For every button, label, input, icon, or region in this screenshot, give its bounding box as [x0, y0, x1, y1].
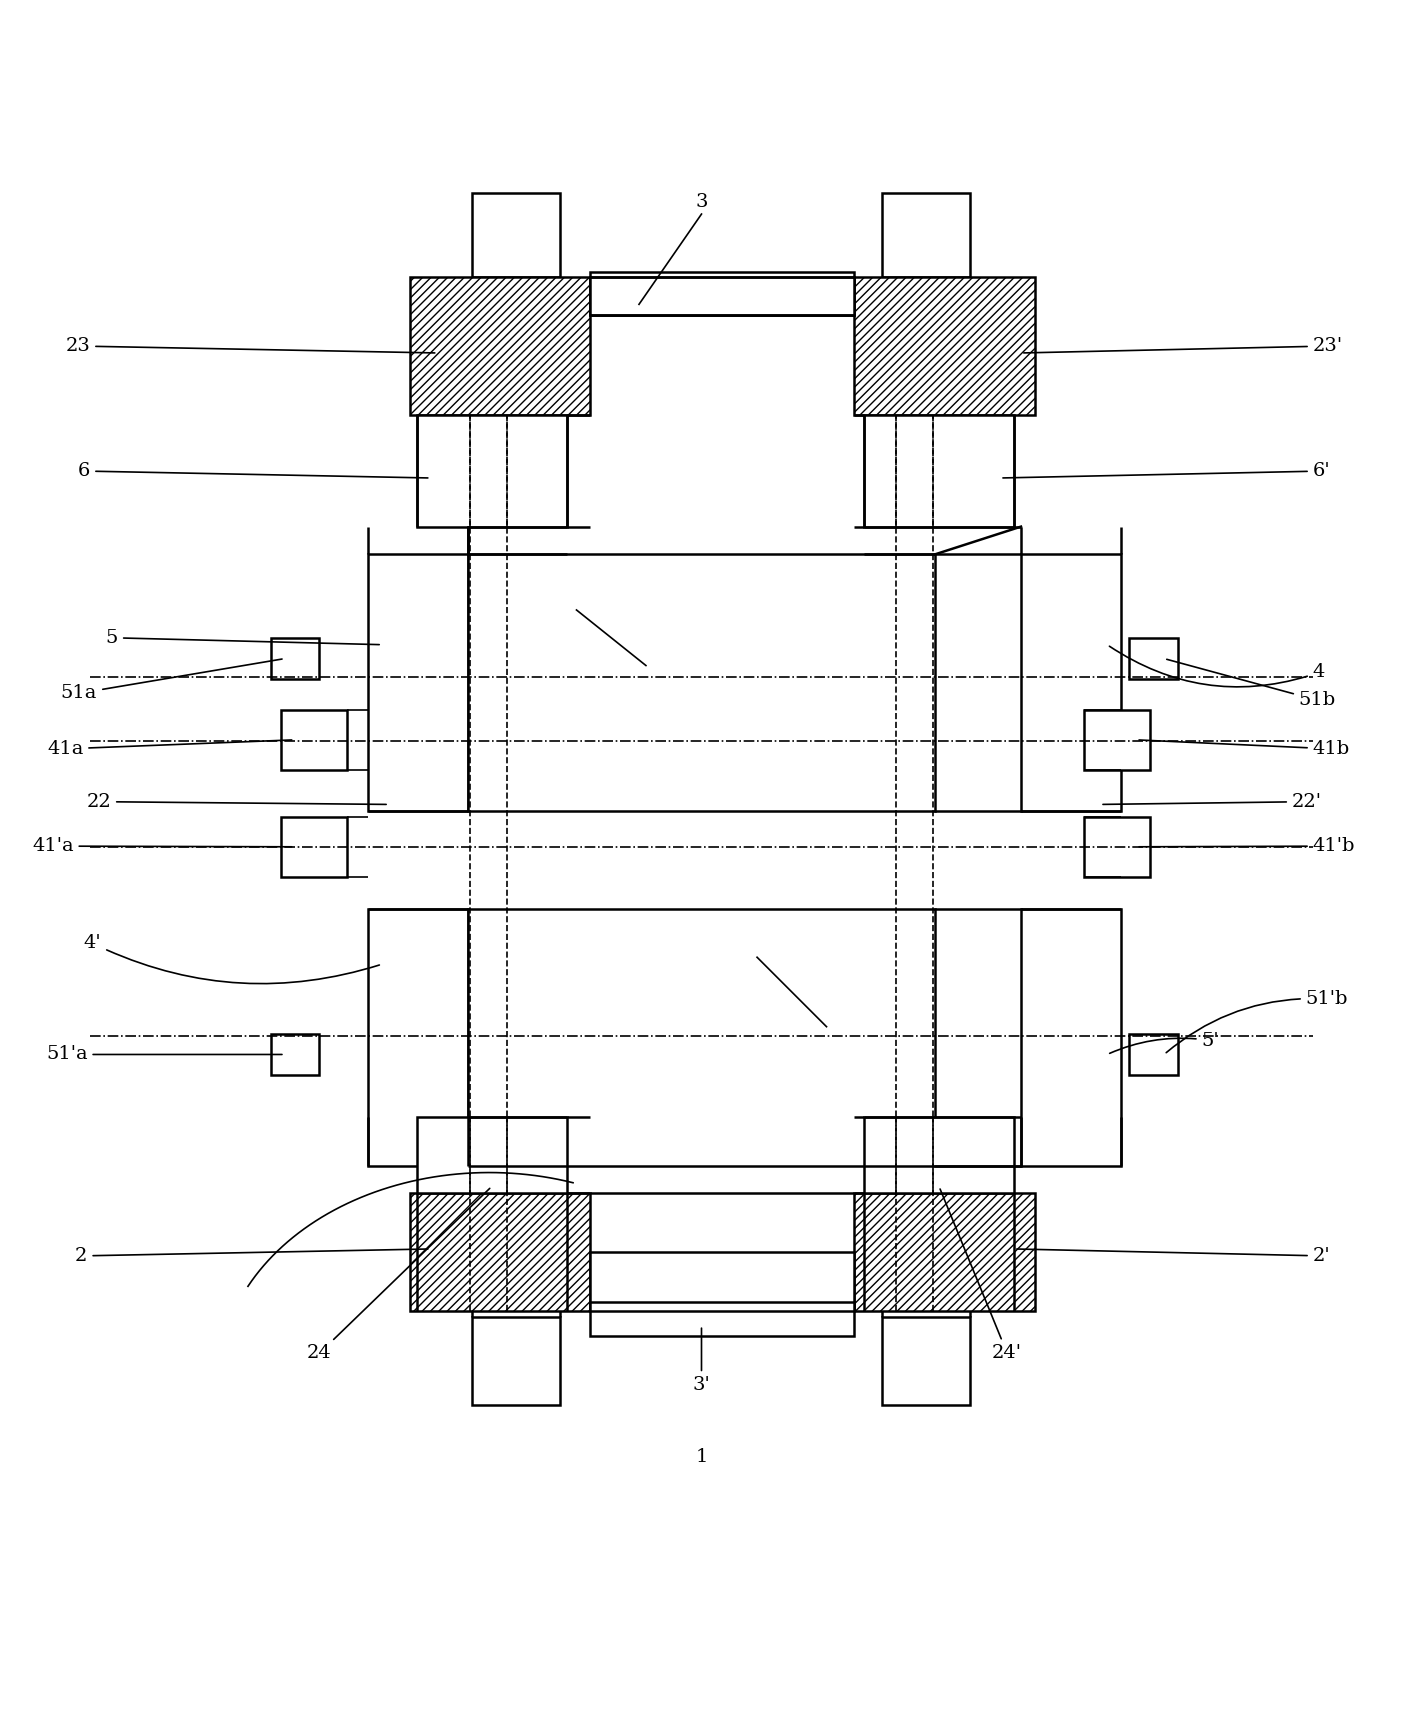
Text: 51b: 51b — [1167, 659, 1336, 709]
Bar — [410, 1194, 591, 1311]
Bar — [1083, 710, 1150, 771]
Bar — [591, 277, 854, 315]
Bar — [854, 277, 1035, 416]
Text: 5': 5' — [1110, 1032, 1219, 1053]
Bar — [271, 638, 320, 679]
Bar — [591, 1252, 854, 1311]
Bar — [591, 1302, 854, 1336]
Bar — [271, 1034, 320, 1075]
Text: 3: 3 — [696, 193, 707, 210]
Bar — [281, 710, 348, 771]
Bar — [281, 817, 348, 877]
Bar — [469, 554, 934, 812]
Bar — [864, 1116, 1014, 1194]
Bar — [1129, 638, 1179, 679]
Bar — [1129, 1034, 1179, 1075]
Text: 6': 6' — [1003, 463, 1330, 480]
Text: 3': 3' — [693, 1328, 710, 1395]
Text: 51'a: 51'a — [46, 1046, 282, 1063]
Text: 51a: 51a — [60, 659, 282, 702]
Text: 23': 23' — [1024, 337, 1343, 354]
Text: 24: 24 — [307, 1189, 490, 1362]
Bar — [368, 554, 469, 812]
Text: 1: 1 — [696, 1448, 707, 1467]
Text: 22': 22' — [1103, 793, 1322, 810]
Bar — [1083, 817, 1150, 877]
Bar — [469, 908, 934, 1166]
Bar — [473, 193, 560, 277]
Text: 4': 4' — [84, 934, 379, 984]
Text: 22: 22 — [87, 793, 386, 810]
Text: 41b: 41b — [1139, 740, 1350, 759]
Bar — [1021, 554, 1121, 812]
Text: 41a: 41a — [46, 740, 292, 759]
Bar — [417, 1116, 567, 1194]
Text: 23: 23 — [66, 337, 435, 354]
Text: 41'b: 41'b — [1139, 838, 1355, 855]
Bar — [417, 416, 567, 526]
Text: 2: 2 — [76, 1247, 428, 1264]
Bar — [854, 1194, 1035, 1311]
Bar — [882, 193, 969, 277]
Bar — [1021, 908, 1121, 1166]
Text: 6: 6 — [79, 463, 428, 480]
Text: 24': 24' — [940, 1189, 1023, 1362]
Text: 2': 2' — [1017, 1247, 1330, 1264]
Bar — [410, 277, 591, 416]
Bar — [591, 272, 854, 315]
Text: 5: 5 — [105, 630, 379, 647]
Bar — [864, 416, 1014, 526]
Text: 4: 4 — [1110, 647, 1324, 686]
Text: 51'b: 51'b — [1166, 991, 1348, 1053]
Bar — [368, 908, 469, 1166]
Bar — [882, 1318, 969, 1405]
Text: 41'a: 41'a — [32, 838, 292, 855]
Bar — [473, 1318, 560, 1405]
